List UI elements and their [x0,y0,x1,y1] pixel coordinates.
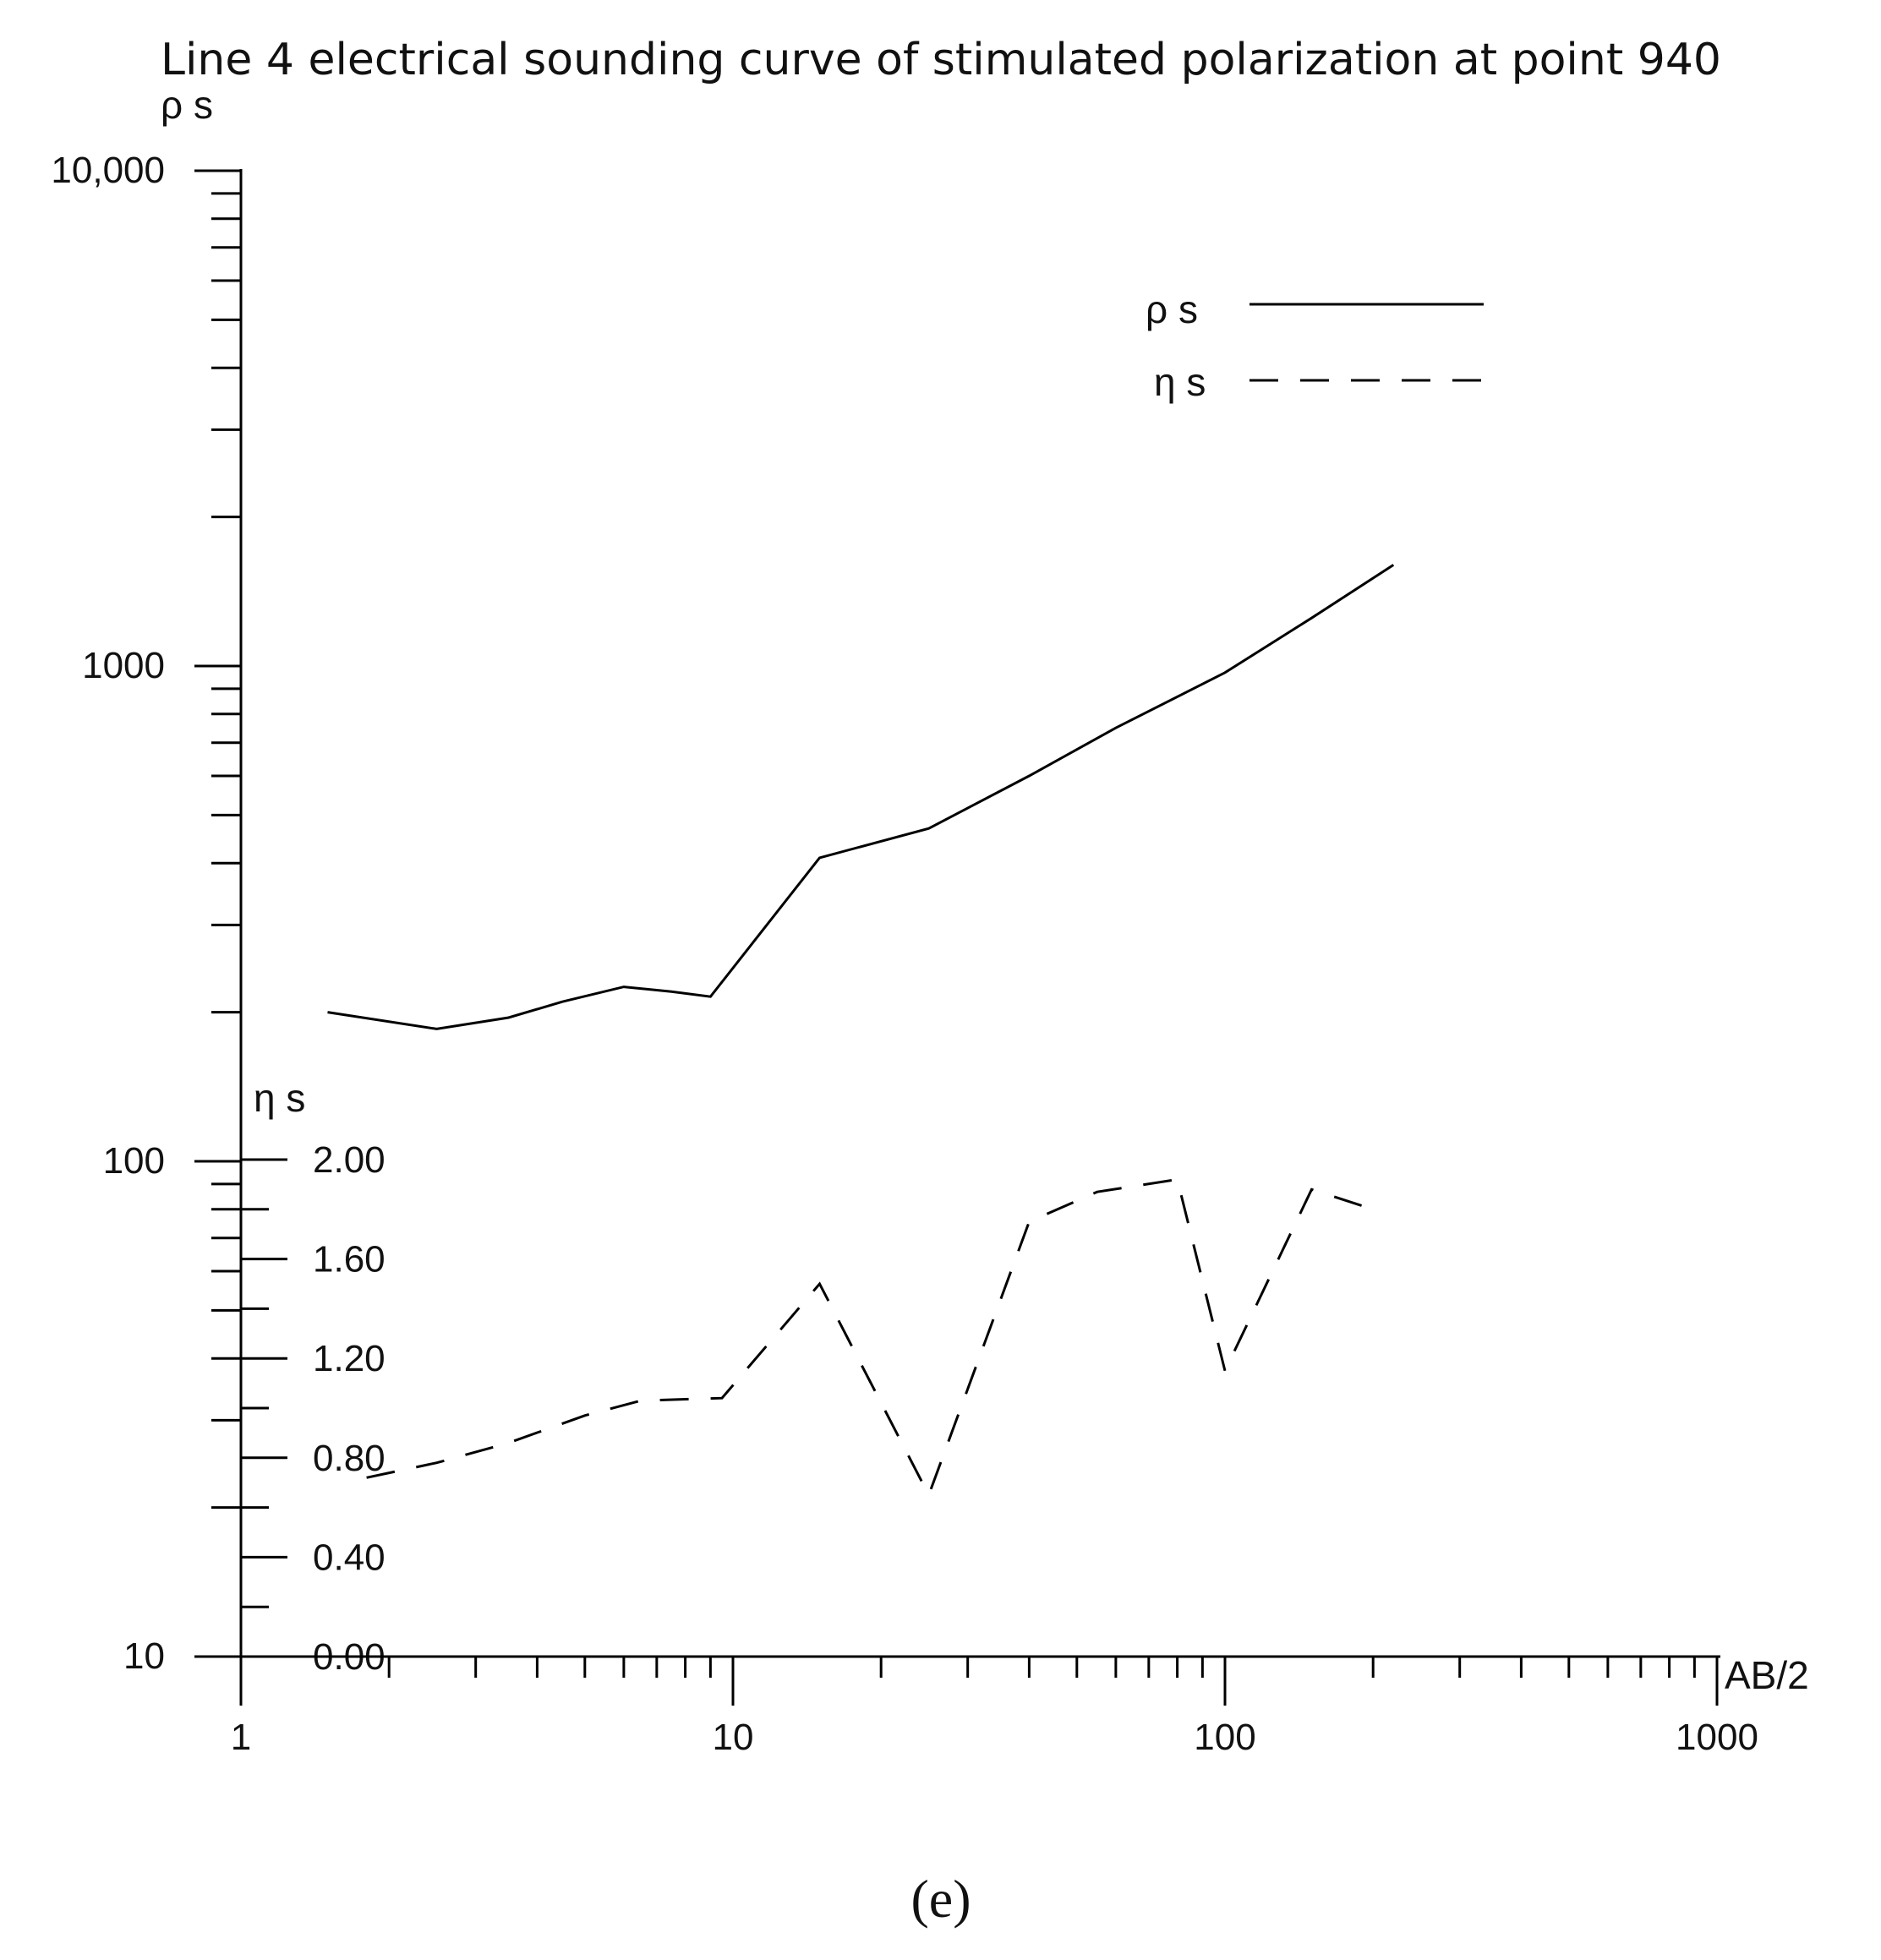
figure-caption: (e) [910,1869,971,1929]
eta-tick-label: 1.60 [313,1239,385,1280]
rho-tick-label: 100 [103,1140,165,1182]
eta-tick-label: 2.00 [313,1139,385,1181]
x-tick-label: 100 [1194,1717,1255,1758]
rho-series-line [327,564,1395,1030]
rho-axis: 10 100 1000 10,000 [51,150,241,1677]
eta-axis-label: η s [254,1076,305,1120]
eta-axis: 0.000.400.801.201.602.00 [241,1139,385,1678]
x-tick-label: 10 [713,1717,754,1758]
legend: ρ s η s [1146,287,1492,404]
x-axis: 1 10 100 1000 [231,1657,1758,1758]
legend-label-rho: ρ s [1146,287,1198,331]
rho-axis-label: ρ s [161,83,213,127]
series-layer [327,564,1395,1499]
rho-tick-label: 10,000 [51,150,165,191]
chart-title: Line 4 electrical sounding curve of stim… [161,35,1721,85]
eta-tick-label: 0.40 [313,1537,385,1578]
eta-series-line [366,1177,1374,1499]
eta-tick-label: 1.20 [313,1338,385,1379]
x-tick-label: 1 [231,1717,251,1758]
legend-label-eta: η s [1154,360,1206,404]
x-axis-label: AB/2 [1725,1653,1809,1697]
rho-tick-label: 10 [123,1635,165,1677]
eta-tick-label: 0.80 [313,1438,385,1479]
rho-tick-label: 1000 [82,645,165,686]
x-tick-label: 1000 [1676,1717,1758,1758]
